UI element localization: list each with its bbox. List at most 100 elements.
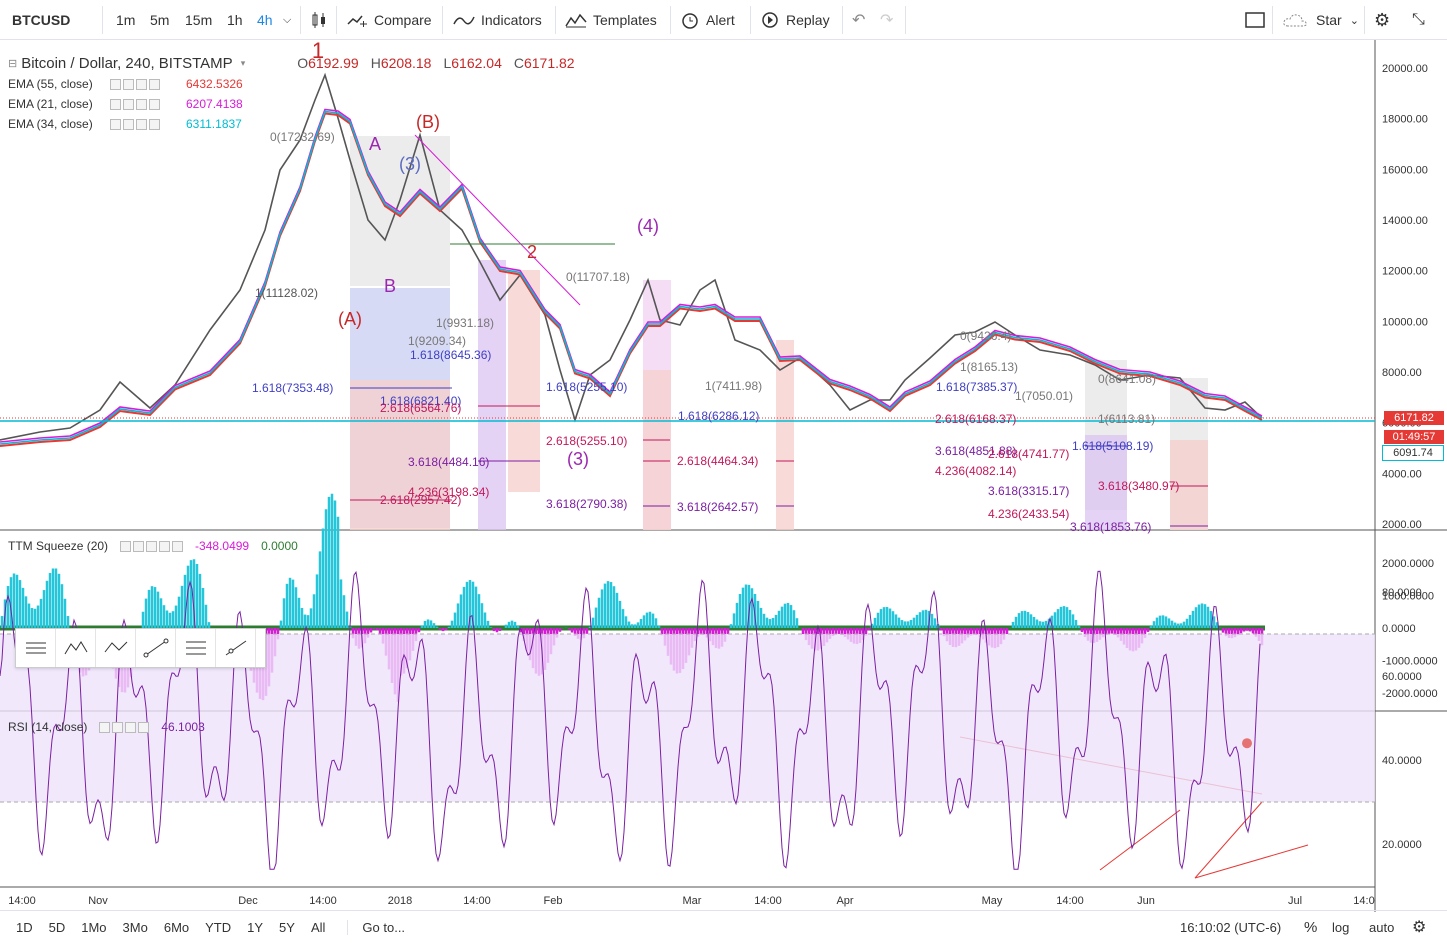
alert-button[interactable]: Alert (680, 0, 735, 40)
fib-zone (1170, 440, 1208, 530)
fib-label: 3.618(4851.88) (935, 444, 1016, 458)
ttm-tick-label: 2000.0000 (1382, 558, 1434, 570)
ema-price-tag: 6091.74 (1382, 445, 1444, 461)
time-tick-label: Jun (1137, 895, 1155, 907)
percent-toggle[interactable]: % (1304, 918, 1318, 936)
range-6mo[interactable]: 6Mo (163, 919, 190, 935)
time-tick-label: Apr (836, 895, 853, 907)
fib-label: 0(11707.18) (566, 270, 630, 284)
fib-retracement-tool-icon[interactable] (176, 629, 216, 667)
compare-button[interactable]: Compare (346, 0, 432, 40)
fib-label: 3.618(3480.97) (1098, 479, 1179, 493)
range-1d[interactable]: 1D (16, 919, 33, 935)
legend-chevron-icon[interactable]: ▾ (240, 57, 246, 68)
time-tick-label: 14:00 (754, 895, 782, 907)
expand-icon[interactable]: ⤡ (1412, 11, 1425, 28)
fib-label: 1(8165.13) (960, 360, 1018, 374)
range-1y[interactable]: 1Y (247, 919, 264, 935)
top-toolbar: BTCUSD 1m 5m 15m 1h 4h ⌵ Compare Indicat… (0, 0, 1447, 40)
settings-gear-icon[interactable]: ⚙ (1412, 919, 1427, 936)
fib-label: 0(9426.4) (960, 329, 1011, 343)
ttm-tick-label: -2000.0000 (1382, 688, 1438, 700)
fib-label: 0(17232.69) (270, 130, 335, 144)
log-toggle[interactable]: log (1332, 919, 1350, 935)
symbol-search[interactable]: BTCUSD (12, 0, 70, 40)
fib-zone (776, 340, 794, 530)
fib-zone (508, 270, 540, 492)
auto-toggle[interactable]: auto (1369, 919, 1395, 935)
replay-icon (762, 12, 778, 28)
wave-label: (A) (338, 309, 362, 329)
wave-label: (B) (416, 112, 440, 132)
ema21-legend[interactable]: EMA (21, close) 6207.4138 (8, 97, 243, 111)
ray-tool-icon[interactable] (216, 629, 256, 667)
range-1mo[interactable]: 1Mo (81, 919, 107, 935)
time-tick-label: Nov (88, 895, 108, 907)
wave-label: 1 (312, 40, 324, 63)
price-tick-label: 18000.00 (1382, 114, 1428, 126)
timeframe-dropdown-icon[interactable]: ⌵ (283, 13, 292, 26)
ttm-legend[interactable]: TTM Squeeze (20) -348.0499 0.0000 (8, 539, 298, 553)
timeframe-15m[interactable]: 15m (185, 12, 213, 28)
redo-icon[interactable]: ↷ (880, 12, 894, 29)
wave-label: 2 (527, 242, 537, 262)
time-tick-label: 14:0 (1353, 895, 1374, 907)
goto-button[interactable]: Go to... (347, 919, 405, 935)
time-tick-label: Dec (238, 895, 258, 907)
wave-label: (4) (637, 216, 659, 236)
ema55-legend[interactable]: EMA (55, close) 6432.5326 (8, 77, 243, 91)
settings-gear-icon[interactable]: ⚙ (1374, 9, 1391, 30)
fib-label: 1.618(7385.37) (936, 380, 1017, 394)
time-tick-label: 14:00 (1056, 895, 1084, 907)
fib-zone (350, 380, 450, 530)
chevron-down-icon: ⌄ (1349, 14, 1359, 27)
horizontal-lines-tool-icon[interactable] (16, 629, 56, 667)
chart-canvas[interactable]: 1 (A) (B) A B (3) (4) 2 (3) 0(17232.69) 1(11128.02… (0, 40, 1447, 912)
timeframe-4h[interactable]: 4h (257, 12, 273, 28)
wave-labels: 1 (A) (B) A B (3) (4) 2 (3) 0(17232.69) 1(11128.02… (252, 40, 1179, 534)
trend-line-tool-icon[interactable] (136, 629, 176, 667)
drawing-toolbar (15, 628, 266, 668)
wave-label: B (384, 276, 396, 296)
range-3mo[interactable]: 3Mo (122, 919, 148, 935)
fib-label: 4.236(3198.34) (408, 485, 489, 499)
wave-label: (3) (399, 154, 421, 174)
candle-style-icon[interactable] (310, 0, 328, 40)
indicators-icon (453, 16, 475, 25)
price-tick-label: 8000.00 (1382, 367, 1422, 379)
fib-label: 1.618(5255.10) (546, 380, 627, 394)
price-tick-label: 20000.00 (1382, 63, 1428, 75)
price-tick-label: 10000.00 (1382, 316, 1428, 328)
range-ytd[interactable]: YTD (205, 919, 232, 935)
indicators-button[interactable]: Indicators (453, 0, 542, 40)
timeframe-5m[interactable]: 5m (150, 12, 170, 28)
rsi-legend[interactable]: RSI (14, close) 46.1003 (8, 720, 205, 734)
compare-icon (347, 15, 367, 27)
ema34-legend[interactable]: EMA (34, close) 6311.1837 (8, 117, 242, 131)
fib-label: 1.618(6286.12) (678, 409, 759, 423)
time-tick-label: 2018 (388, 895, 412, 907)
templates-button[interactable]: Templates (565, 0, 657, 40)
range-5y[interactable]: 5Y (279, 919, 295, 935)
elliott-wave-12345-tool-icon[interactable] (56, 629, 96, 667)
elliott-wave-abc-tool-icon[interactable] (96, 629, 136, 667)
price-tick-label: 16000.00 (1382, 164, 1428, 176)
collapse-icon[interactable]: ⊟ (8, 57, 18, 70)
fullscreen-box-icon[interactable] (1245, 0, 1265, 40)
fib-label: 3.618(1853.76) (1070, 520, 1151, 534)
fib-label: 1(9931.18) (436, 316, 494, 330)
fib-label: 1.618(6821.40) (380, 394, 461, 408)
fib-label: 3.618(3315.17) (988, 484, 1069, 498)
fib-label: 1(6113.81) (1098, 412, 1155, 426)
timeframe-1h[interactable]: 1h (227, 12, 243, 28)
star-button[interactable]: Star ⌄ (1282, 0, 1359, 40)
trend-line (1194, 801, 1263, 879)
undo-icon[interactable]: ↶ (852, 12, 866, 29)
timeframe-1m[interactable]: 1m (116, 12, 136, 28)
cloud-icon (1283, 14, 1307, 27)
main-legend: ⊟ Bitcoin / Dollar, 240, BITSTAMP ▾ O619… (8, 52, 575, 134)
range-5d[interactable]: 5D (48, 919, 66, 935)
replay-button[interactable]: Replay (760, 0, 830, 40)
range-all[interactable]: All (310, 919, 326, 935)
fib-label: 2.618(6564.76) (380, 401, 461, 415)
